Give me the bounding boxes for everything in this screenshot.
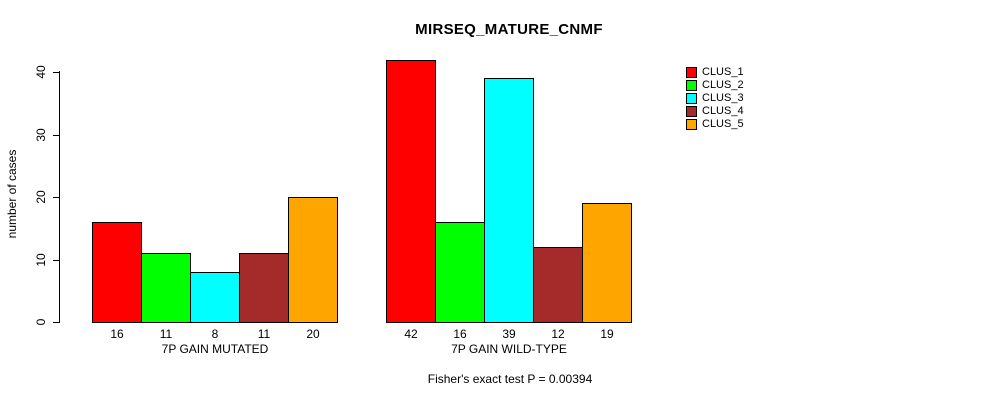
- y-axis-tick-label: 10: [34, 252, 48, 267]
- legend-color-swatch-clus-2: [686, 80, 697, 91]
- bar-value-label: 19: [600, 327, 614, 341]
- legend-label: CLUS_2: [702, 79, 744, 91]
- bar-value-label: 16: [453, 327, 467, 341]
- bar-clus-4-wild-type: [533, 247, 583, 323]
- bar-value-label: 11: [159, 327, 173, 341]
- bar-value-label: 8: [211, 327, 219, 341]
- bar-clus-1-mutated: [92, 222, 142, 323]
- bar-value-label: 16: [110, 327, 124, 341]
- y-axis-tick: [53, 259, 59, 261]
- legend: CLUS_1 CLUS_2 CLUS_3 CLUS_4 CLUS_5: [686, 66, 744, 131]
- y-axis-tick: [53, 134, 59, 136]
- legend-color-swatch-clus-1: [686, 67, 697, 78]
- bar-clus-2-wild-type: [435, 222, 485, 323]
- bar-value-label: 11: [257, 327, 271, 341]
- legend-color-swatch-clus-5: [686, 119, 697, 130]
- x-axis-group-label: 7P GAIN MUTATED: [161, 342, 269, 356]
- bar-value-label: 39: [502, 327, 516, 341]
- y-axis-label: number of cases: [5, 149, 19, 239]
- bar-value-label: 20: [306, 327, 320, 341]
- bar-clus-3-mutated: [190, 272, 240, 323]
- bar-clus-2-mutated: [141, 253, 191, 323]
- legend-label: CLUS_3: [702, 92, 744, 104]
- bar-clus-3-wild-type: [484, 78, 534, 323]
- bar-clus-1-wild-type: [386, 59, 436, 323]
- legend-item: CLUS_5: [686, 118, 744, 131]
- legend-label: CLUS_5: [702, 118, 744, 130]
- chart-title: MIRSEQ_MATURE_CNMF: [415, 21, 603, 38]
- y-axis-tick-label: 20: [34, 190, 48, 204]
- bar-clus-5-wild-type: [582, 203, 632, 323]
- y-axis-line: [59, 71, 60, 323]
- y-axis-tick: [53, 197, 59, 198]
- bar-value-label: 42: [404, 327, 418, 341]
- y-axis-tick: [53, 72, 59, 73]
- y-axis-tick: [53, 322, 59, 323]
- y-axis-tick-label: 0: [34, 318, 48, 326]
- x-axis-group-label: 7P GAIN WILD-TYPE: [451, 342, 567, 356]
- y-axis-tick-label: 30: [34, 127, 48, 142]
- legend-label: CLUS_1: [702, 66, 744, 78]
- legend-item: CLUS_1: [686, 66, 744, 79]
- legend-item: CLUS_3: [686, 92, 744, 105]
- bar-clus-4-mutated: [239, 253, 289, 323]
- bar-clus-5-mutated: [288, 197, 338, 323]
- legend-item: CLUS_4: [686, 105, 744, 118]
- legend-color-swatch-clus-4: [686, 106, 697, 117]
- bar-value-label: 12: [551, 327, 565, 341]
- legend-item: CLUS_2: [686, 79, 744, 92]
- legend-label: CLUS_4: [702, 105, 744, 117]
- legend-color-swatch-clus-3: [686, 93, 697, 104]
- y-axis-tick-label: 40: [34, 65, 48, 79]
- fisher-test-annotation: Fisher's exact test P = 0.00394: [427, 372, 593, 386]
